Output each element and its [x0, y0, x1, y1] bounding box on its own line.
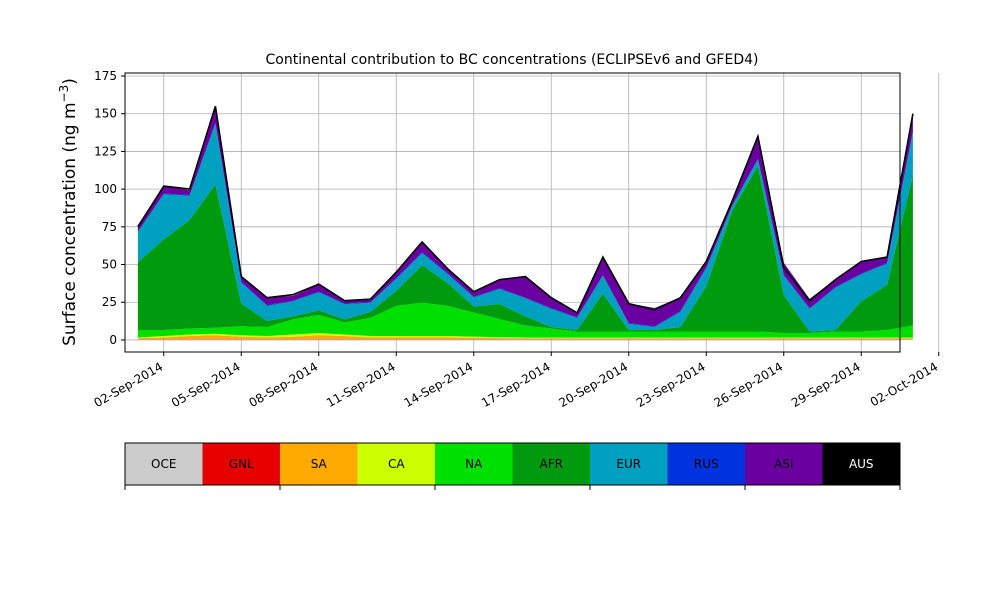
area-series-na	[137, 302, 913, 338]
y-axis-label-exponent: −3	[57, 85, 71, 103]
legend-swatch-na	[435, 443, 513, 485]
y-tick-label: 125	[94, 144, 117, 158]
legend-label-rus: RUS	[694, 457, 719, 471]
stacked-area-layer	[137, 107, 913, 340]
y-tick-label: 50	[102, 258, 117, 272]
y-tick-label: 75	[102, 220, 117, 234]
x-axis: 02-Sep-2014 05-Sep-2014 08-Sep-2014 11-Sep-…	[91, 352, 940, 410]
legend-label-gnl: GNL	[229, 457, 254, 471]
y-axis-label: Surface concentration (ng m−3)	[57, 78, 80, 346]
x-tick-label: 29-Sep-2014	[789, 359, 863, 410]
y-axis-label-main: Surface concentration (ng m	[60, 102, 80, 345]
legend-swatch-afr	[512, 443, 591, 485]
legend-label-ca: CA	[388, 457, 405, 471]
legend-colorbar: OCE GNL SA CA NA AFR EUR RUS ASI AUS	[124, 442, 901, 490]
x-tick-label: 20-Sep-2014	[556, 359, 630, 410]
area-series-asi	[137, 107, 913, 327]
x-tick-label: 23-Sep-2014	[634, 359, 708, 410]
legend-swatch-gnl	[202, 443, 281, 485]
y-tick-label: 0	[109, 333, 117, 347]
area-series-sa	[137, 335, 913, 339]
legend-swatch-ca	[357, 443, 436, 485]
y-axis: 0 25 50 75 100 125 150 175	[94, 69, 125, 347]
x-tick-label: 02-Sep-2014	[91, 359, 165, 410]
legend-label-eur: EUR	[616, 457, 641, 471]
y-tick-label: 150	[94, 107, 117, 121]
legend-swatch-oce	[125, 443, 203, 485]
x-tick-label: 17-Sep-2014	[479, 359, 553, 410]
area-series-eur	[137, 124, 913, 332]
y-tick-label: 175	[94, 69, 117, 83]
legend-label-na: NA	[465, 457, 483, 471]
area-series-ca	[137, 333, 913, 339]
legend-frame	[124, 442, 901, 486]
x-tick-label: 02-Oct-2014	[868, 359, 940, 409]
legend-swatch-eur	[590, 443, 668, 485]
legend-label-aus: AUS	[849, 457, 874, 471]
area-series-oce	[137, 339, 913, 340]
y-axis-label-close: )	[60, 78, 80, 85]
legend-swatch-asi	[745, 443, 823, 485]
legend-label-oce: OCE	[151, 457, 176, 471]
x-tick-label: 14-Sep-2014	[401, 359, 475, 410]
y-tick-label: 25	[102, 295, 117, 309]
legend-label-asi: ASI	[774, 457, 793, 471]
legend-label-afr: AFR	[540, 457, 563, 471]
legend-swatch-sa	[280, 443, 358, 485]
total-line	[137, 105, 914, 314]
area-series-afr	[137, 165, 913, 333]
legend-swatch-aus	[822, 443, 901, 485]
x-tick-label: 05-Sep-2014	[169, 359, 243, 410]
chart-title: Continental contribution to BC concentra…	[266, 52, 759, 68]
plot-frame	[124, 72, 901, 353]
legend-label-sa: SA	[311, 457, 328, 471]
legend-swatch-rus	[667, 443, 746, 485]
x-tick-label: 11-Sep-2014	[324, 359, 398, 410]
x-tick-label: 08-Sep-2014	[246, 359, 320, 410]
y-tick-label: 100	[94, 182, 117, 196]
x-tick-label: 26-Sep-2014	[711, 359, 785, 410]
